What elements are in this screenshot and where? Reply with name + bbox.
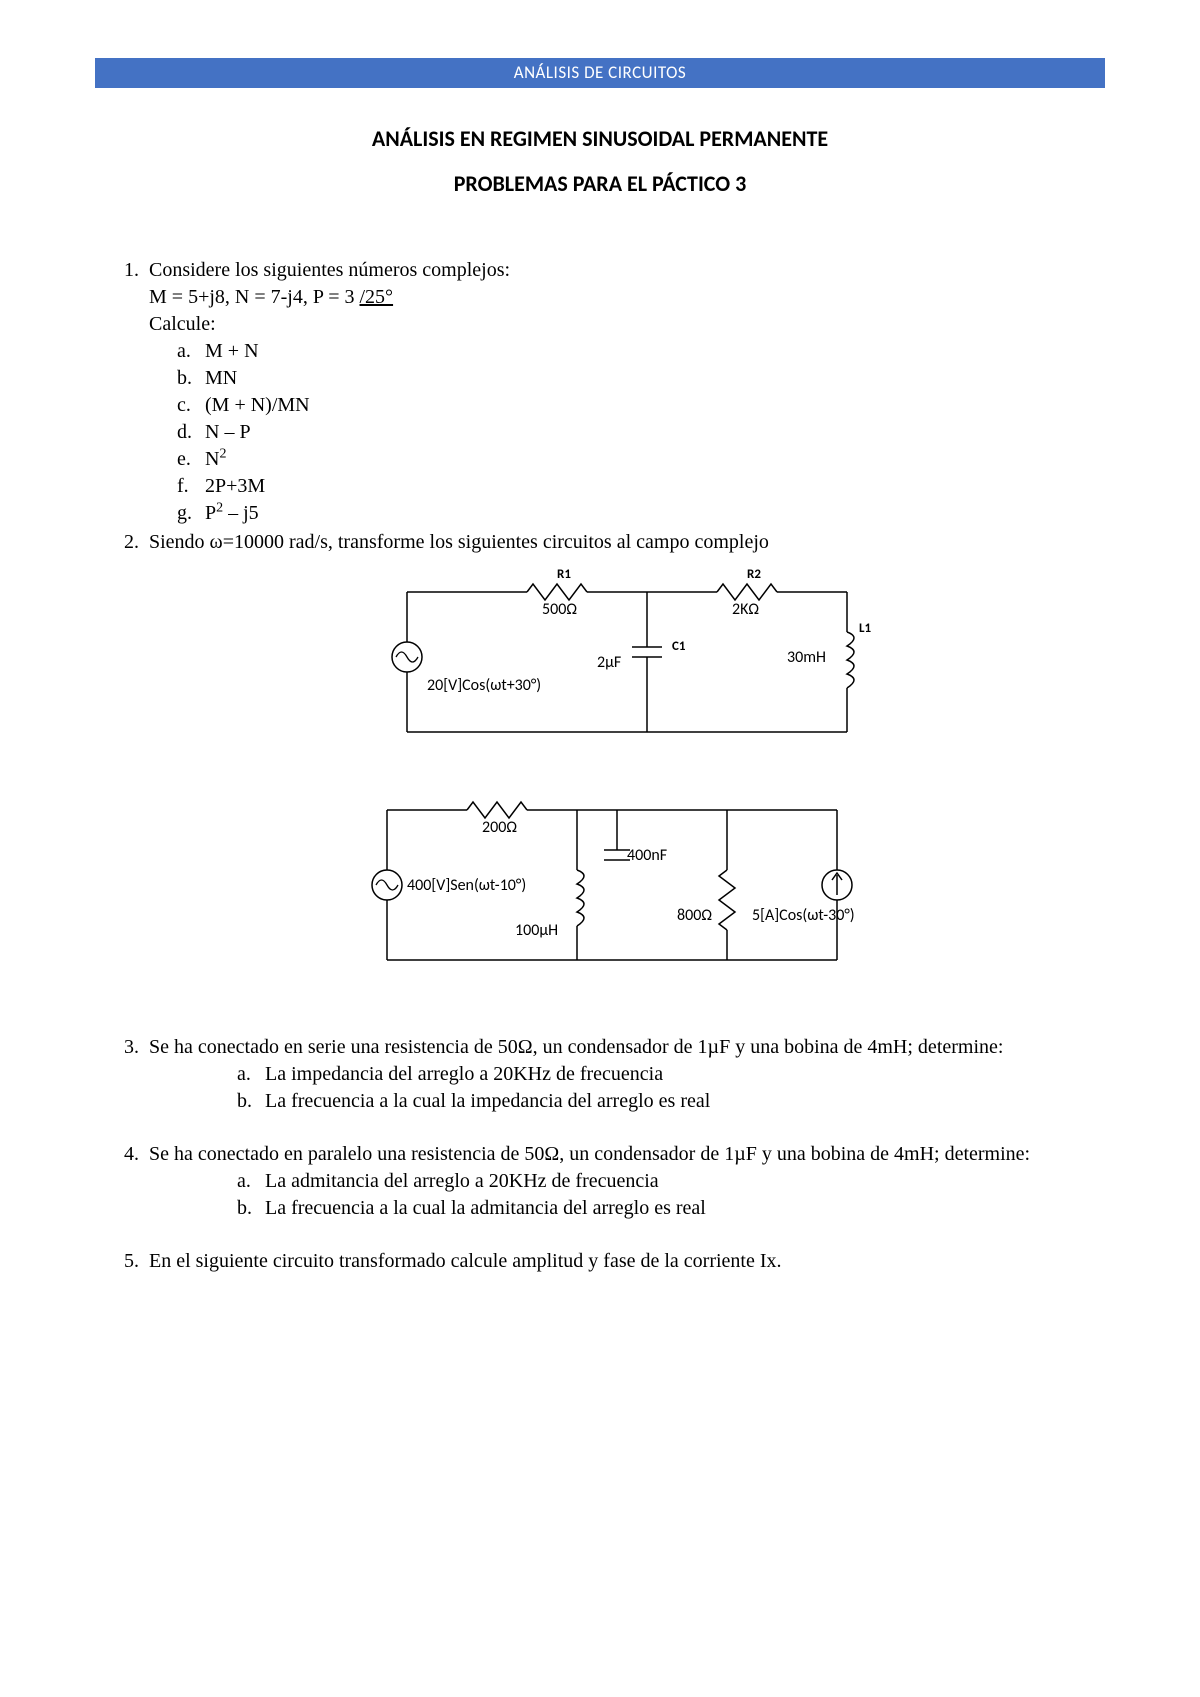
p1-lead: Considere los siguientes números complej… — [149, 257, 1085, 284]
problem-4: 4. Se ha conectado en paralelo una resis… — [115, 1141, 1085, 1222]
svg-text:C1: C1 — [672, 639, 686, 654]
svg-text:R2: R2 — [747, 567, 761, 582]
list-item: c.(M + N)/MN — [177, 392, 1085, 419]
p1-defs: M = 5+j8, N = 7-j4, P = 3 /25° — [149, 284, 1085, 311]
problem-list-cont3: 5. En el siguiente circuito transformado… — [115, 1248, 1085, 1275]
p1-calc: Calcule: — [149, 311, 1085, 338]
p4-text: Se ha conectado en paralelo una resisten… — [149, 1141, 1085, 1168]
svg-text:L1: L1 — [859, 621, 871, 636]
svg-text:30mH: 30mH — [787, 648, 826, 667]
problem-list: 1. Considere los siguientes números comp… — [115, 257, 1085, 1008]
svg-text:R1: R1 — [557, 567, 571, 582]
list-item: b.MN — [177, 365, 1085, 392]
list-item: d.N – P — [177, 419, 1085, 446]
page-content: ANÁLISIS EN REGIMEN SINUSOIDAL PERMANENT… — [115, 120, 1085, 1277]
problem-1: 1. Considere los siguientes números comp… — [115, 257, 1085, 527]
list-item: a.M + N — [177, 338, 1085, 365]
p5-text: En el siguiente circuito transformado ca… — [149, 1248, 1085, 1275]
list-item: a.La admitancia del arreglo a 20KHz de f… — [237, 1168, 1085, 1195]
problem-2: 2. Siendo ω=10000 rad/s, transforme los … — [115, 529, 1085, 1008]
svg-text:400nF: 400nF — [627, 846, 667, 865]
doc-title-1: ANÁLISIS EN REGIMEN SINUSOIDAL PERMANENT… — [115, 125, 1085, 152]
problem-3: 3. Se ha conectado en serie una resisten… — [115, 1034, 1085, 1115]
svg-text:5[A]Cos(ωt-30°): 5[A]Cos(ωt-30°) — [752, 906, 855, 925]
svg-text:2µF: 2µF — [597, 653, 621, 672]
list-item: a.La impedancia del arreglo a 20KHz de f… — [237, 1061, 1085, 1088]
problem-number: 5. — [115, 1248, 149, 1275]
problem-5: 5. En el siguiente circuito transformado… — [115, 1248, 1085, 1275]
svg-text:200Ω: 200Ω — [482, 818, 517, 837]
problem-list-cont2: 4. Se ha conectado en paralelo una resis… — [115, 1141, 1085, 1222]
svg-text:500Ω: 500Ω — [542, 600, 577, 619]
svg-text:2KΩ: 2KΩ — [732, 600, 759, 619]
p4-subitems: a.La admitancia del arreglo a 20KHz de f… — [149, 1168, 1085, 1222]
list-item: g.P2 – j5 — [177, 500, 1085, 527]
problem-number: 2. — [115, 529, 149, 1008]
circuit-diagram-1: R1 500Ω R2 2KΩ C1 2µF L1 30mH 20[V]Cos(ω… — [149, 562, 1085, 770]
svg-text:400[V]Sen(ωt-10°): 400[V]Sen(ωt-10°) — [407, 876, 526, 895]
problem-number: 4. — [115, 1141, 149, 1222]
doc-title-2: PROBLEMAS PARA EL PÁCTICO 3 — [115, 170, 1085, 197]
svg-text:100µH: 100µH — [515, 921, 558, 940]
list-item: e.N2 — [177, 446, 1085, 473]
p1-subitems: a.M + N b.MN c.(M + N)/MN d.N – P e.N2 f… — [149, 338, 1085, 527]
p3-text: Se ha conectado en serie una resistencia… — [149, 1034, 1085, 1061]
p3-subitems: a.La impedancia del arreglo a 20KHz de f… — [149, 1061, 1085, 1115]
p2-text: Siendo ω=10000 rad/s, transforme los sig… — [149, 529, 1085, 556]
svg-text:800Ω: 800Ω — [677, 906, 712, 925]
header-banner: ANÁLISIS DE CIRCUITOS — [95, 58, 1105, 88]
problem-number: 1. — [115, 257, 149, 527]
problem-number: 3. — [115, 1034, 149, 1115]
list-item: b.La frecuencia a la cual la admitancia … — [237, 1195, 1085, 1222]
circuit-diagram-2: 200Ω 400nF 100µH 800Ω 400[V]Sen(ωt-10°) … — [149, 780, 1085, 998]
problem-list-cont: 3. Se ha conectado en serie una resisten… — [115, 1034, 1085, 1115]
list-item: b.La frecuencia a la cual la impedancia … — [237, 1088, 1085, 1115]
svg-text:20[V]Cos(ωt+30°): 20[V]Cos(ωt+30°) — [427, 676, 541, 695]
list-item: f.2P+3M — [177, 473, 1085, 500]
